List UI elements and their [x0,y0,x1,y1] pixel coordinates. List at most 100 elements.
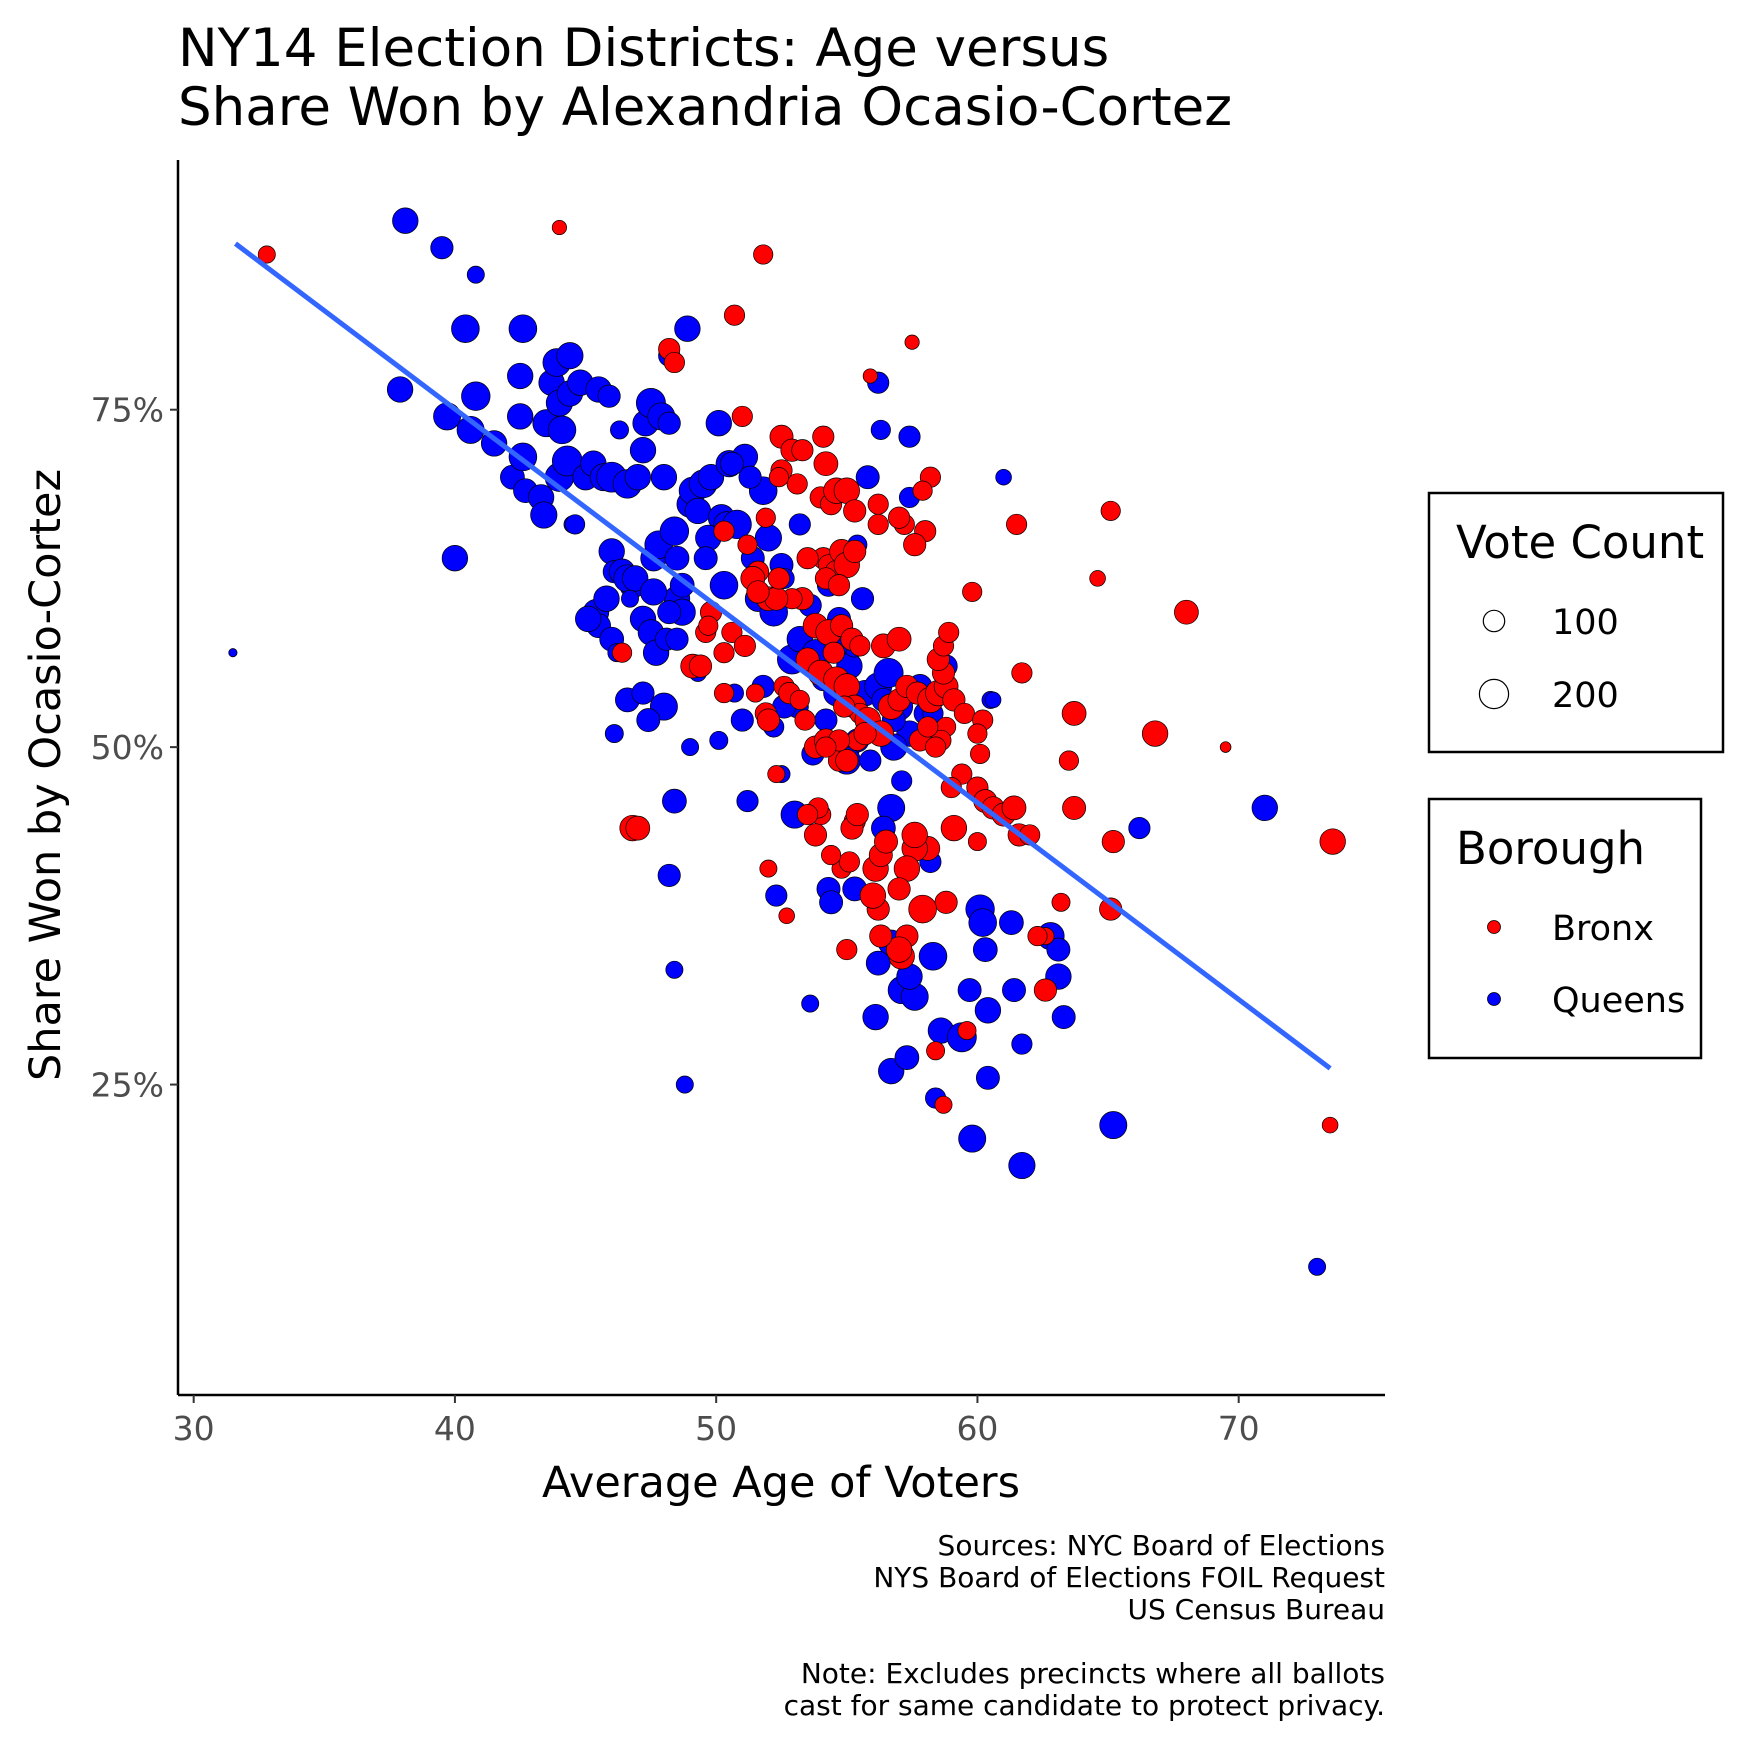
data-point-bronx [888,506,911,529]
data-point-bronx [755,507,776,528]
data-point-queens [999,910,1024,935]
data-point-bronx [753,244,774,265]
data-point-bronx [1101,830,1125,854]
data-point-queens [674,315,701,342]
data-point-bronx [1089,570,1106,587]
size-legend-key-200 [1478,678,1510,710]
data-point-bronx [843,539,867,563]
x-tick-label: 50 [695,1409,737,1448]
data-point-queens [610,420,629,440]
data-point-queens [392,207,419,234]
data-point-queens [604,724,624,744]
data-point-bronx [845,803,869,827]
x-tick-label: 30 [173,1409,215,1448]
data-point-bronx [1100,500,1121,521]
data-point-queens [788,513,811,536]
size-legend-label-200: 200 [1552,676,1619,716]
data-point-queens [693,546,718,571]
data-point-bronx [698,615,719,636]
data-point-bronx [612,642,633,663]
data-point-bronx [1011,662,1033,684]
data-point-queens [765,884,788,907]
data-point-queens [664,545,690,571]
caption-note-line-1: Note: Excludes precincts where all ballo… [801,1657,1385,1690]
data-point-queens [629,437,657,464]
data-point-bronx [957,1021,977,1041]
data-point-bronx [767,765,786,784]
x-axis-title: Average Age of Voters [542,1458,1020,1508]
data-point-bronx [1174,599,1199,625]
data-point-bronx [908,894,937,924]
data-point-queens [738,465,762,489]
borough-legend-box [1427,797,1703,1060]
data-point-bronx [885,936,913,963]
data-point-bronx [756,708,780,732]
y-tick-label: 75% [91,391,164,430]
data-point-bronx [827,574,851,597]
data-point-bronx [849,635,871,657]
data-point-queens [968,908,997,937]
data-point-queens [891,770,913,792]
size-legend: Vote Count 100 200 [1427,491,1725,754]
data-point-bronx [1033,978,1057,1002]
caption-line-2: NYS Board of Elections FOIL Request [873,1561,1385,1594]
data-point-bronx [903,533,927,557]
data-point-bronx [767,567,790,590]
data-point-bronx [938,621,960,643]
data-point-bronx [867,493,889,515]
data-point-bronx [746,580,770,604]
data-point-queens [461,381,491,411]
y-axis-ticks: 25% 50% 75% [91,391,178,1105]
data-point-queens [873,657,904,688]
data-point-queens [709,730,729,750]
borough-legend-label-queens: Queens [1552,981,1685,1021]
data-point-bronx [812,425,835,448]
data-point-queens [659,516,690,546]
data-point-bronx [733,634,756,657]
caption-line-1: Sources: NYC Board of Elections [938,1529,1385,1562]
data-point-queens [624,464,651,491]
data-point-queens [669,572,695,598]
size-legend-label-100: 100 [1552,603,1619,643]
chart-title-line-2: Share Won by Alexandria Ocasio-Cortez [178,77,1232,138]
data-point-bronx [822,641,845,664]
data-point-queens [441,545,469,572]
data-point-bronx [874,829,898,854]
data-point-queens [684,497,712,525]
data-point-queens [1251,794,1278,822]
data-point-bronx [768,467,789,488]
chart-title-line-1: NY14 Election Districts: Age versus [178,18,1109,79]
data-point-bronx [1006,513,1028,535]
data-point-bronx [759,859,778,878]
data-point-queens [556,342,584,370]
data-point-bronx [815,736,837,758]
data-point-queens [650,464,678,491]
data-point-queens [530,501,558,529]
data-point-bronx [737,534,758,555]
data-point-bronx [904,334,920,350]
data-point-bronx [912,480,933,501]
data-point-bronx [926,1041,946,1061]
data-point-queens [228,648,238,658]
borough-legend-title: Borough [1456,822,1645,875]
y-tick-label: 50% [91,728,164,767]
data-point-queens [507,362,534,390]
trend-line [233,241,1332,1071]
data-point-bronx [925,736,947,758]
data-point-queens [730,708,754,732]
data-point-queens [855,465,880,490]
data-point-bronx [962,581,983,602]
data-point-queens [622,565,649,592]
data-point-bronx [713,520,735,542]
data-point-bronx [1058,750,1079,771]
data-point-queens [975,1065,1000,1090]
data-point-queens [1011,1033,1033,1055]
data-point-bronx [1141,720,1169,747]
data-point-bronx [953,702,975,724]
data-point-queens [1046,937,1071,962]
borough-legend: Borough Bronx Queens [1427,797,1703,1060]
data-point-bronx [886,626,912,652]
data-point-bronx [1051,892,1071,912]
borough-legend-key-bronx [1487,920,1501,934]
